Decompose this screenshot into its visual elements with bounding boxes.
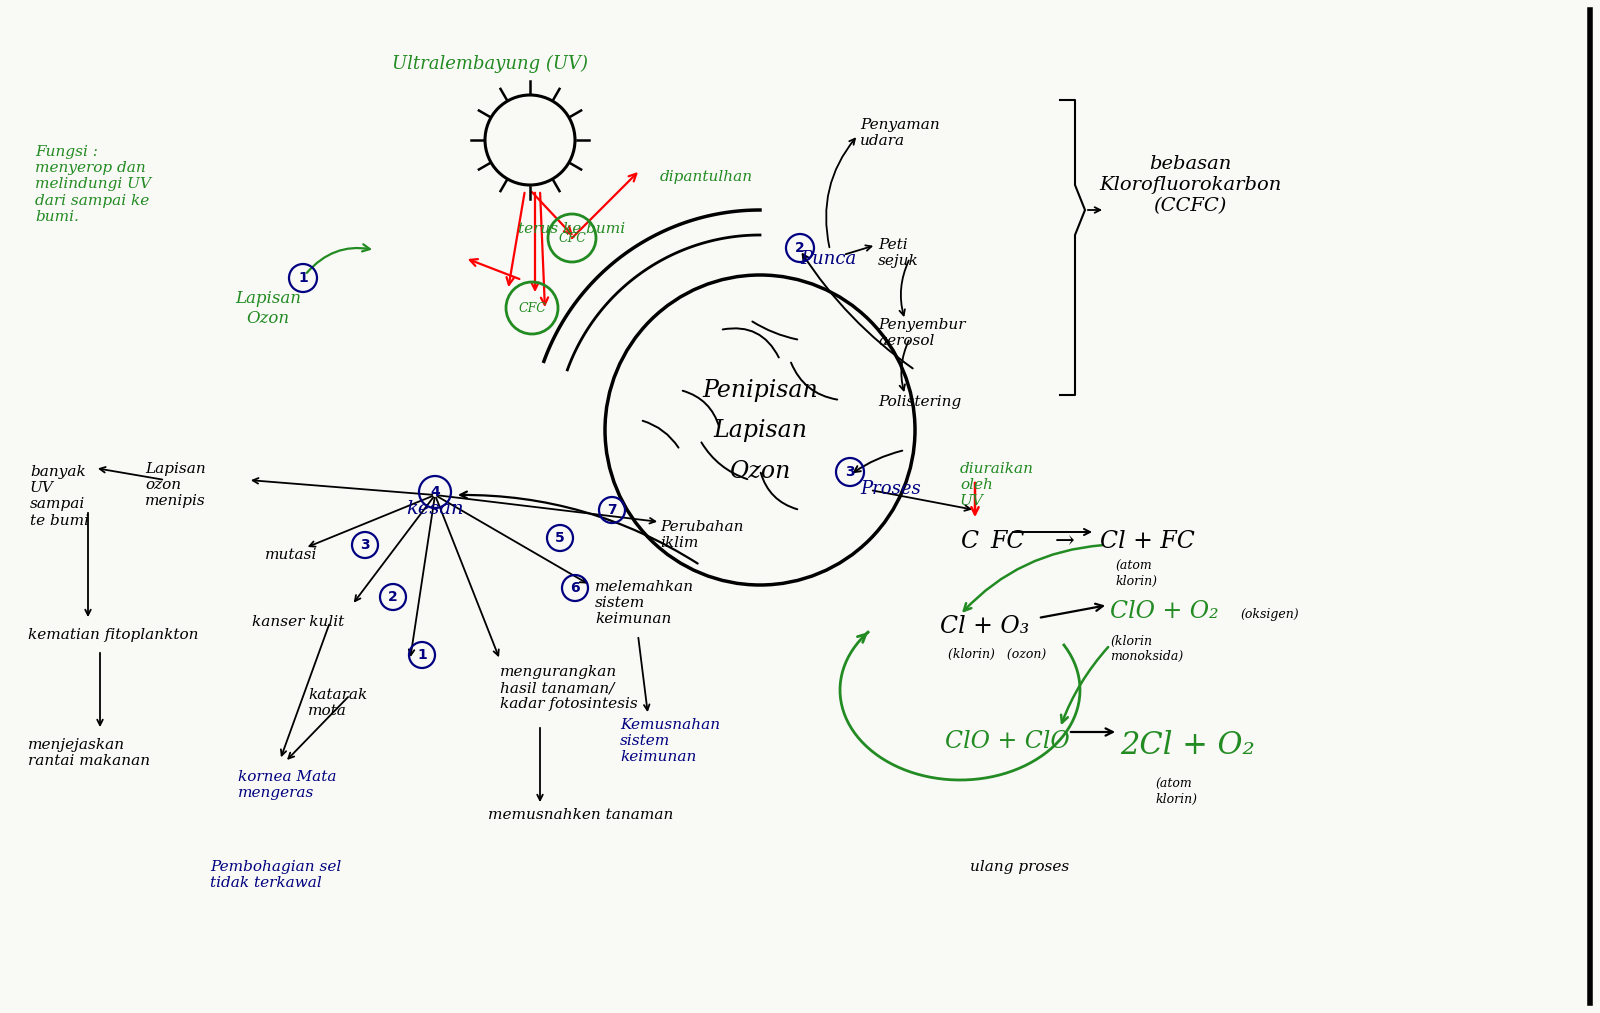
Text: banyak
UV
sampai
te bumi: banyak UV sampai te bumi: [30, 465, 90, 528]
Text: mengurangkan
hasil tanaman/
kadar fotosintesis: mengurangkan hasil tanaman/ kadar fotosi…: [499, 665, 638, 711]
Text: (klorin)   (ozon): (klorin) (ozon): [947, 648, 1046, 661]
Text: Penyaman
udara: Penyaman udara: [861, 118, 939, 148]
Text: 1: 1: [298, 271, 307, 285]
Text: Proses: Proses: [861, 480, 920, 498]
Text: Ozon: Ozon: [730, 461, 790, 483]
Text: CFC: CFC: [558, 232, 586, 244]
Text: 5: 5: [555, 531, 565, 545]
Text: Peti
sejuk: Peti sejuk: [878, 238, 918, 268]
Text: Ultralembayung (UV): Ultralembayung (UV): [392, 55, 589, 73]
Text: bebasan
Klorofluorokarbon
(CCFC): bebasan Klorofluorokarbon (CCFC): [1099, 155, 1282, 215]
Text: Pembohagian sel
tidak terkawal: Pembohagian sel tidak terkawal: [210, 860, 341, 890]
Text: CFC: CFC: [518, 302, 546, 314]
Text: katarak
mota: katarak mota: [307, 688, 368, 718]
Text: mutasi: mutasi: [266, 548, 317, 562]
Text: ulang proses: ulang proses: [970, 860, 1070, 874]
Text: ClO + ClO: ClO + ClO: [946, 730, 1070, 753]
Text: kematian fitoplankton: kematian fitoplankton: [29, 628, 198, 642]
Text: (atom
klorin): (atom klorin): [1155, 778, 1197, 806]
Text: melemahkan
sistem
keimunan: melemahkan sistem keimunan: [595, 580, 694, 626]
Text: Polistering: Polistering: [878, 395, 962, 409]
Text: Lapisan
ozon
menipis: Lapisan ozon menipis: [146, 462, 206, 509]
Text: 4: 4: [430, 485, 440, 499]
Text: ClO + O₂: ClO + O₂: [1110, 600, 1219, 623]
Text: →: →: [1054, 530, 1075, 553]
Text: kanser kulit: kanser kulit: [253, 615, 344, 629]
Text: Punca: Punca: [800, 250, 856, 268]
Text: 2: 2: [389, 590, 398, 604]
Text: Penyembur
aerosol: Penyembur aerosol: [878, 318, 965, 348]
Text: Fungsi :
menyerop dan
melindungi UV
dari sampai ke
bumi.: Fungsi : menyerop dan melindungi UV dari…: [35, 145, 150, 224]
Text: memusnahken tanaman: memusnahken tanaman: [488, 808, 674, 822]
Text: 7: 7: [606, 503, 618, 517]
Text: diuraikan
oleh
UV: diuraikan oleh UV: [960, 462, 1034, 509]
Text: Lapisan
Ozon: Lapisan Ozon: [235, 290, 301, 326]
Text: kornea Mata
mengeras: kornea Mata mengeras: [238, 770, 336, 800]
Text: FC: FC: [990, 530, 1024, 553]
Text: 6: 6: [570, 581, 579, 595]
Text: Cl + O₃: Cl + O₃: [941, 615, 1029, 638]
Text: (oksigen): (oksigen): [1240, 608, 1299, 621]
Text: 3: 3: [845, 465, 854, 479]
Text: Cl + FC: Cl + FC: [1101, 530, 1195, 553]
Text: 2Cl + O₂: 2Cl + O₂: [1120, 730, 1254, 761]
Text: 3: 3: [360, 538, 370, 552]
Text: Kemusnahan
sistem
keimunan: Kemusnahan sistem keimunan: [621, 718, 720, 765]
Text: C: C: [960, 530, 978, 553]
Text: (atom
klorin): (atom klorin): [1115, 560, 1157, 588]
Text: dipantulhan: dipantulhan: [661, 170, 754, 184]
Text: Perubahan
iklim: Perubahan iklim: [661, 520, 744, 550]
Text: kesan: kesan: [406, 500, 464, 518]
Text: Penipisan: Penipisan: [702, 379, 818, 401]
Text: menjejaskan
rantai makanan: menjejaskan rantai makanan: [29, 738, 150, 768]
Text: (klorin
monoksida): (klorin monoksida): [1110, 635, 1184, 663]
Text: Lapisan: Lapisan: [714, 418, 806, 442]
Text: terus ke bumi: terus ke bumi: [518, 222, 626, 236]
Text: 1: 1: [418, 648, 427, 663]
Text: 2: 2: [795, 241, 805, 255]
